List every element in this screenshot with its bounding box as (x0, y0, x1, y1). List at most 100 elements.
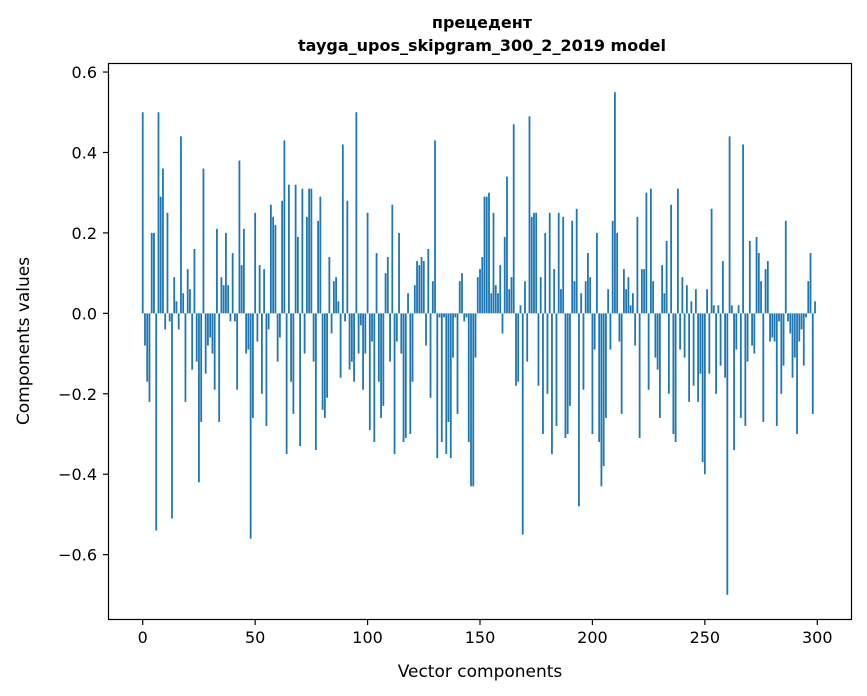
bar (798, 313, 801, 342)
bar (402, 313, 405, 443)
bar (261, 313, 263, 394)
bar (357, 313, 360, 354)
bar (292, 313, 295, 414)
bar (153, 232, 155, 314)
bar (240, 265, 243, 314)
bar (256, 313, 259, 342)
bar (422, 261, 425, 314)
bar (416, 261, 418, 314)
bar (375, 253, 378, 314)
bar (735, 313, 738, 350)
bar (216, 228, 218, 314)
bar (247, 313, 250, 350)
bar (157, 112, 160, 314)
bar (470, 313, 472, 487)
bar (715, 313, 717, 394)
bar (290, 313, 293, 382)
bar (164, 313, 167, 330)
bar (249, 313, 252, 539)
bar (760, 281, 762, 314)
bar (227, 285, 230, 314)
y-axis-ticks: −0.6 −0.4 −0.2 0.0 0.2 0.4 0.6 (58, 63, 109, 565)
bar (789, 313, 792, 334)
bar (560, 289, 562, 314)
bar (566, 313, 569, 434)
bar (703, 313, 706, 475)
y-tick-label: 0.4 (72, 143, 97, 162)
bar (730, 305, 733, 314)
bar (782, 313, 785, 366)
bar (800, 313, 803, 330)
bar (654, 313, 657, 358)
bar (600, 313, 603, 487)
bar (488, 192, 490, 314)
bar (530, 216, 533, 314)
bar (184, 313, 187, 402)
bar (690, 301, 693, 314)
bar (535, 212, 538, 314)
bar (407, 293, 409, 314)
bar (166, 212, 169, 314)
bar (283, 140, 286, 314)
bar (263, 269, 266, 314)
bar (724, 313, 726, 378)
bar (193, 249, 196, 314)
y-tick-label: 0.6 (72, 63, 97, 82)
bar (614, 92, 616, 314)
x-tick-label: 50 (245, 628, 265, 647)
bar (155, 313, 158, 531)
bar (243, 228, 245, 314)
bar (476, 277, 479, 314)
bar (339, 313, 342, 378)
bar (712, 305, 715, 314)
bar (395, 313, 398, 342)
bar (551, 313, 553, 455)
bar (733, 313, 735, 451)
bar (667, 313, 670, 394)
bar (602, 313, 605, 467)
bar (355, 112, 358, 314)
bar (562, 216, 565, 314)
bar (287, 184, 290, 314)
bar (748, 240, 751, 314)
bar (472, 313, 475, 487)
bar (312, 313, 315, 362)
bar (162, 168, 164, 314)
bar (150, 232, 153, 314)
bar (503, 236, 506, 314)
bar (398, 232, 400, 314)
bar (755, 236, 758, 314)
bar (382, 313, 385, 406)
bar (254, 212, 257, 314)
bar (620, 313, 623, 414)
bar (373, 313, 376, 443)
bar (447, 313, 450, 422)
bar (308, 188, 311, 314)
bar (461, 273, 463, 314)
x-tick-label: 0 (138, 628, 148, 647)
bar (683, 313, 686, 358)
bar (229, 313, 232, 322)
bar (658, 313, 661, 418)
bar (409, 313, 412, 434)
bar (739, 313, 742, 418)
bar (769, 313, 771, 342)
bar (303, 313, 306, 354)
bar (793, 313, 796, 358)
bar (436, 313, 439, 459)
x-tick-label: 150 (465, 628, 496, 647)
bar (775, 313, 778, 426)
bar (809, 253, 812, 314)
bar (623, 269, 625, 314)
bar (544, 232, 547, 314)
bar (517, 313, 520, 382)
bar (524, 281, 526, 314)
bar (301, 188, 304, 314)
x-tick-label: 250 (690, 628, 721, 647)
bar (638, 313, 641, 439)
bar (616, 232, 619, 314)
bar (706, 289, 708, 314)
bar (200, 313, 203, 422)
bar (791, 313, 794, 378)
bar (589, 277, 592, 314)
